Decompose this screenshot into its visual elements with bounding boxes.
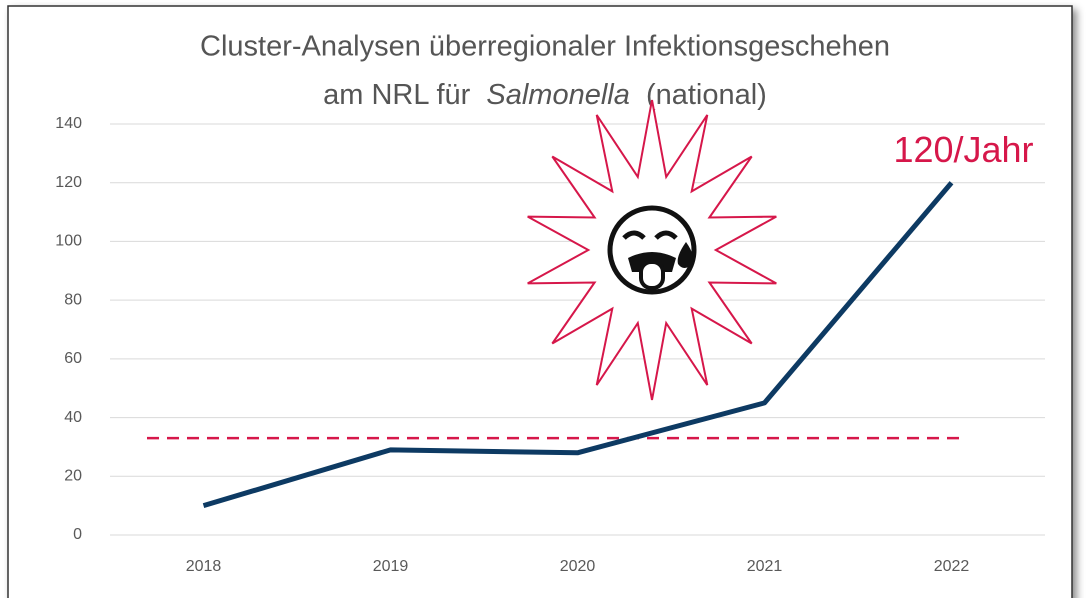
y-tick-label: 80 xyxy=(64,291,82,308)
title-part: (national) xyxy=(646,79,767,111)
grid xyxy=(110,123,1045,536)
y-tick-label: 120 xyxy=(55,174,82,191)
x-tick-label: 2021 xyxy=(747,558,783,575)
x-tick-label: 2020 xyxy=(560,558,596,575)
series-line xyxy=(202,181,954,509)
title-part: am NRL für xyxy=(323,79,471,111)
y-tick-label: 100 xyxy=(55,233,82,250)
explosion-icon xyxy=(527,99,777,401)
emoji-tongue xyxy=(639,260,665,290)
emoji-eye xyxy=(654,230,678,240)
x-tick-label: 2019 xyxy=(373,558,409,575)
emoji-face xyxy=(607,205,697,295)
chart-frame xyxy=(7,5,1073,598)
emoji-drop xyxy=(677,242,694,268)
title-part: Salmonella xyxy=(486,79,629,111)
value-label: 120/Jahr xyxy=(893,129,1033,170)
x-tick-label: 2022 xyxy=(934,558,970,575)
emoji-eye xyxy=(622,230,646,240)
y-tick-label: 140 xyxy=(55,115,82,132)
chart-title: Cluster-Analysen überregionaler Infektio… xyxy=(200,31,890,63)
x-tick-label: 2018 xyxy=(186,558,222,575)
y-tick-label: 0 xyxy=(73,526,82,543)
y-tick-label: 60 xyxy=(64,350,82,367)
y-tick-label: 40 xyxy=(64,409,82,426)
chart-title: am NRL für Salmonella (national) xyxy=(323,79,767,111)
y-tick-label: 20 xyxy=(64,468,82,485)
